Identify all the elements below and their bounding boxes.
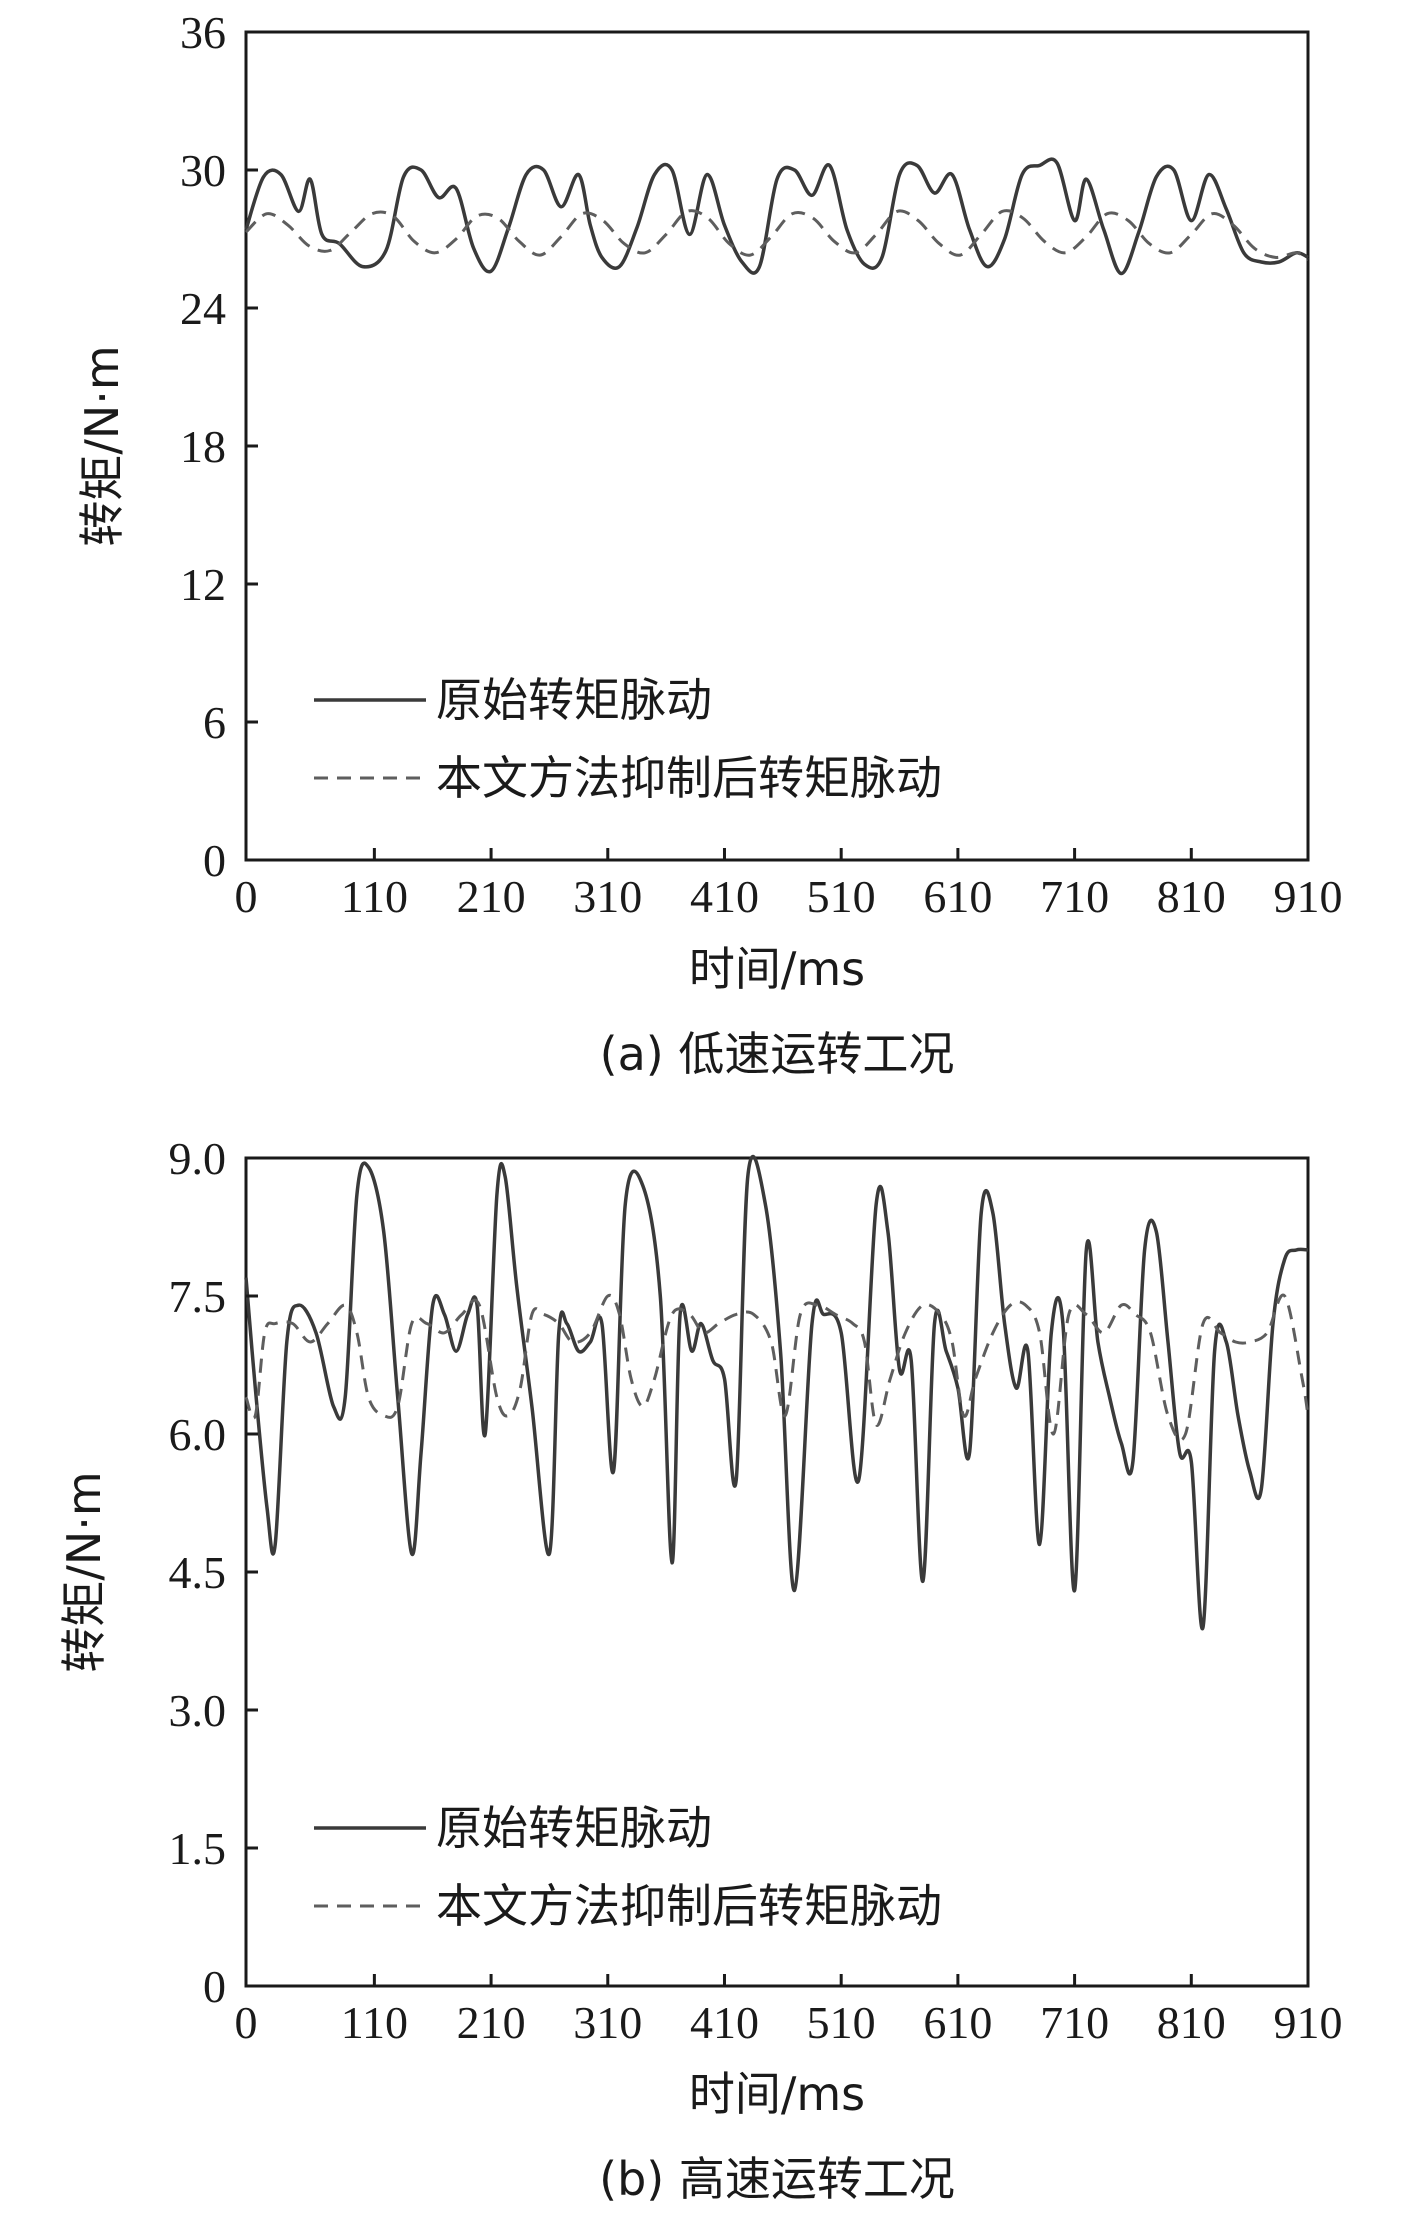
x-tick-label: 110 — [341, 1997, 408, 2048]
series-line-original — [244, 157, 1309, 276]
y-tick-label: 0 — [203, 835, 226, 886]
series-line-suppressed — [244, 1293, 1310, 1442]
panel-caption: (a) 低速运转工况 — [600, 1027, 955, 1081]
y-tick-label: 9.0 — [169, 1133, 227, 1184]
panel-caption: (b) 高速运转工况 — [599, 2152, 955, 2206]
x-tick-label: 710 — [1040, 871, 1109, 922]
plot-frame — [244, 1156, 1310, 1988]
x-tick-label: 610 — [923, 1997, 992, 2048]
ticks-layer: 0 110 210 310 410 510 610 710 810 910 0 1.5 3.0 4.5 6.… — [169, 1133, 1343, 2048]
x-tick-label: 0 — [235, 871, 258, 922]
x-tick-label: 210 — [457, 1997, 526, 2048]
x-tick-label: 210 — [457, 871, 526, 922]
series-line-original — [244, 1155, 1309, 1631]
x-tick-label: 410 — [690, 1997, 759, 2048]
legend-label-suppressed: 本文方法抑制后转矩脉动 — [436, 1879, 942, 1933]
y-tick-label: 18 — [180, 421, 226, 472]
legend: 原始转矩脉动 本文方法抑制后转矩脉动 — [314, 1801, 942, 1933]
x-tick-label: 310 — [573, 1997, 642, 2048]
plot-area — [244, 30, 1310, 862]
x-axis-title: 时间/ms — [689, 942, 865, 996]
legend-label-original: 原始转矩脉动 — [436, 1801, 712, 1855]
chart-panel-low-speed: 0 110 210 310 410 510 610 710 810 910 0 6 12 18 24 30 36… — [75, 7, 1343, 1081]
x-tick-label: 510 — [807, 871, 876, 922]
x-tick-label: 910 — [1274, 871, 1343, 922]
legend: 原始转矩脉动 本文方法抑制后转矩脉动 — [314, 673, 942, 805]
x-tick-label: 910 — [1274, 1997, 1343, 2048]
plot-frame — [244, 30, 1310, 862]
plot-area — [244, 1156, 1310, 1988]
ticks-layer: 0 110 210 310 410 510 610 710 810 910 0 6 12 18 24 30 36 — [180, 7, 1343, 922]
x-tick-label: 610 — [923, 871, 992, 922]
legend-label-original: 原始转矩脉动 — [436, 673, 712, 727]
y-tick-label: 3.0 — [169, 1685, 227, 1736]
x-tick-label: 310 — [573, 871, 642, 922]
x-tick-label: 810 — [1157, 871, 1226, 922]
x-tick-label: 810 — [1157, 1997, 1226, 2048]
chart-panel-high-speed: 0 110 210 310 410 510 610 710 810 910 0 1.5 3.0 4.5 6.… — [57, 1133, 1343, 2206]
x-axis-title: 时间/ms — [689, 2067, 865, 2121]
y-tick-label: 12 — [180, 559, 226, 610]
y-tick-label: 0 — [203, 1961, 226, 2012]
y-tick-label: 4.5 — [169, 1547, 227, 1598]
y-tick-label: 36 — [180, 7, 226, 58]
x-tick-label: 110 — [341, 871, 408, 922]
y-tick-label: 6.0 — [169, 1409, 227, 1460]
x-tick-label: 0 — [235, 1997, 258, 2048]
y-tick-label: 1.5 — [169, 1823, 227, 1874]
series-layer — [244, 1155, 1310, 1631]
x-tick-label: 510 — [807, 1997, 876, 2048]
y-axis-title: 转矩/N·m — [75, 345, 129, 546]
x-tick-label: 710 — [1040, 1997, 1109, 2048]
y-tick-label: 6 — [203, 697, 226, 748]
y-axis-title: 转矩/N·m — [57, 1471, 111, 1672]
series-line-suppressed — [244, 209, 1309, 261]
y-tick-label: 24 — [180, 283, 226, 334]
y-tick-label: 30 — [180, 145, 226, 196]
y-tick-label: 7.5 — [169, 1271, 227, 1322]
x-tick-label: 410 — [690, 871, 759, 922]
legend-label-suppressed: 本文方法抑制后转矩脉动 — [436, 751, 942, 805]
series-layer — [244, 157, 1309, 276]
